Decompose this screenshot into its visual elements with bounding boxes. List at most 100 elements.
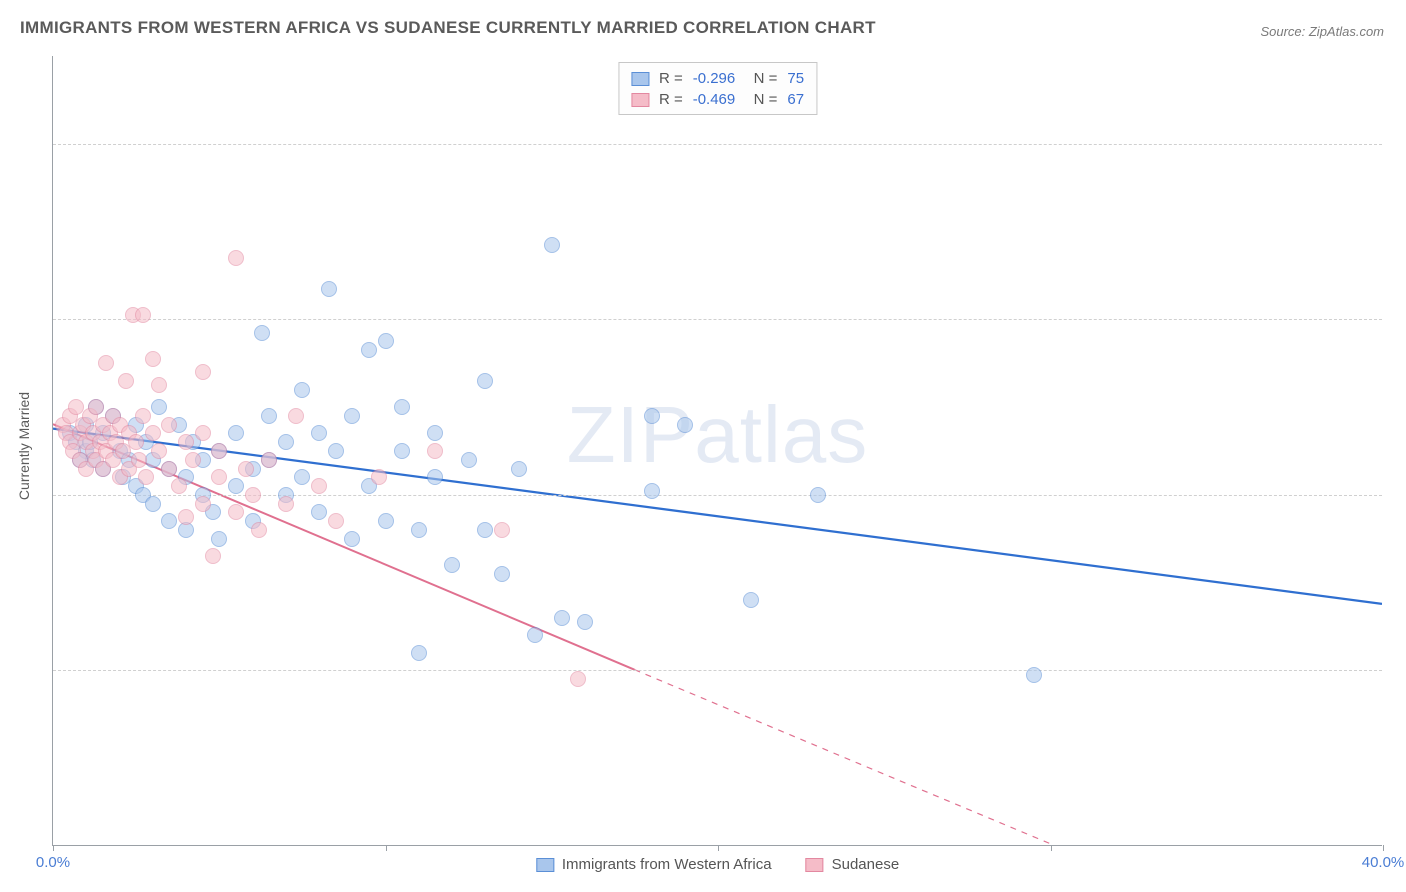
data-point: [311, 425, 327, 441]
data-point: [171, 478, 187, 494]
data-point: [444, 557, 460, 573]
data-point: [88, 399, 104, 415]
data-point: [261, 408, 277, 424]
data-point: [161, 513, 177, 529]
data-point: [228, 504, 244, 520]
data-point: [211, 469, 227, 485]
legend-top-row: R = -0.469 N = 67: [631, 89, 804, 110]
legend-top-row: R = -0.296 N = 75: [631, 68, 804, 89]
y-tick-label: 80.0%: [1392, 135, 1406, 152]
x-tick: [718, 845, 719, 851]
legend-r-label: R =: [659, 68, 683, 89]
data-point: [228, 250, 244, 266]
data-point: [185, 452, 201, 468]
data-point: [494, 522, 510, 538]
legend-n-value: 75: [787, 68, 804, 89]
data-point: [511, 461, 527, 477]
data-point: [145, 425, 161, 441]
data-point: [311, 504, 327, 520]
data-point: [98, 355, 114, 371]
y-tick-label: 60.0%: [1392, 311, 1406, 328]
data-point: [810, 487, 826, 503]
data-point: [378, 333, 394, 349]
x-tick: [386, 845, 387, 851]
data-point: [427, 443, 443, 459]
data-point: [361, 342, 377, 358]
data-point: [328, 443, 344, 459]
data-point: [527, 627, 543, 643]
gridline: [53, 319, 1382, 320]
x-tick-label: 0.0%: [36, 854, 70, 871]
data-point: [411, 645, 427, 661]
data-point: [288, 408, 304, 424]
legend-r-label: R =: [659, 89, 683, 110]
data-point: [238, 461, 254, 477]
legend-swatch: [536, 858, 554, 872]
legend-bottom-label: Immigrants from Western Africa: [562, 856, 772, 873]
trend-lines-svg: [53, 56, 1382, 845]
data-point: [211, 531, 227, 547]
legend-bottom-label: Sudanese: [832, 856, 900, 873]
y-tick-label: 40.0%: [1392, 486, 1406, 503]
gridline: [53, 670, 1382, 671]
data-point: [577, 614, 593, 630]
legend-swatch: [631, 72, 649, 86]
data-point: [494, 566, 510, 582]
data-point: [145, 351, 161, 367]
data-point: [1026, 667, 1042, 683]
y-tick-label: 20.0%: [1392, 662, 1406, 679]
plot-area: ZIPatlas R = -0.296 N = 75R = -0.469 N =…: [52, 56, 1382, 846]
data-point: [195, 496, 211, 512]
data-point: [254, 325, 270, 341]
data-point: [477, 522, 493, 538]
data-point: [118, 373, 134, 389]
x-tick: [53, 845, 54, 851]
data-point: [644, 408, 660, 424]
data-point: [151, 377, 167, 393]
y-axis-label: Currently Married: [16, 392, 32, 500]
data-point: [328, 513, 344, 529]
data-point: [228, 425, 244, 441]
legend-r-value: -0.296: [693, 68, 736, 89]
data-point: [178, 434, 194, 450]
chart-title: IMMIGRANTS FROM WESTERN AFRICA VS SUDANE…: [20, 18, 876, 38]
data-point: [195, 425, 211, 441]
data-point: [151, 443, 167, 459]
trend-line-dashed: [634, 670, 1116, 845]
data-point: [321, 281, 337, 297]
legend-r-value: -0.469: [693, 89, 736, 110]
data-point: [743, 592, 759, 608]
data-point: [344, 408, 360, 424]
data-point: [394, 399, 410, 415]
data-point: [554, 610, 570, 626]
data-point: [138, 469, 154, 485]
data-point: [161, 417, 177, 433]
gridline: [53, 144, 1382, 145]
data-point: [145, 496, 161, 512]
data-point: [278, 496, 294, 512]
data-point: [151, 399, 167, 415]
legend-top: R = -0.296 N = 75R = -0.469 N = 67: [618, 62, 817, 115]
data-point: [161, 461, 177, 477]
data-point: [278, 434, 294, 450]
data-point: [205, 548, 221, 564]
source-label: Source: ZipAtlas.com: [1260, 24, 1384, 39]
data-point: [294, 382, 310, 398]
legend-n-value: 67: [787, 89, 804, 110]
data-point: [261, 452, 277, 468]
data-point: [544, 237, 560, 253]
data-point: [427, 425, 443, 441]
data-point: [294, 469, 310, 485]
data-point: [427, 469, 443, 485]
data-point: [178, 509, 194, 525]
data-point: [245, 487, 261, 503]
data-point: [461, 452, 477, 468]
legend-swatch: [631, 93, 649, 107]
data-point: [570, 671, 586, 687]
data-point: [131, 452, 147, 468]
watermark: ZIPatlas: [567, 389, 868, 481]
data-point: [378, 513, 394, 529]
x-tick: [1051, 845, 1052, 851]
data-point: [195, 364, 211, 380]
data-point: [371, 469, 387, 485]
